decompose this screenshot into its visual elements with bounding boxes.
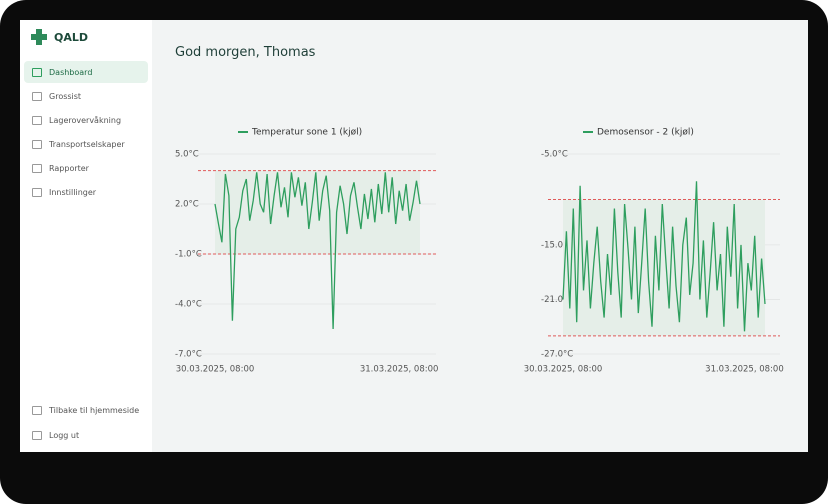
nav-icon	[32, 430, 42, 440]
nav-item[interactable]: Grossist	[24, 85, 148, 107]
nav-icon	[32, 405, 42, 415]
y-tick-label: -4.0°C	[175, 300, 202, 310]
x-tick-label: 31.03.2025, 08:00	[360, 365, 439, 375]
logo-text: QALD	[54, 30, 89, 44]
logo-icon	[31, 29, 47, 45]
x-tick-label: 30.03.2025, 08:00	[524, 365, 603, 375]
nav-label: Lagerovervåkning	[49, 115, 122, 125]
nav-item[interactable]: Lagerovervåkning	[24, 109, 148, 131]
nav-item[interactable]: Logg ut	[24, 424, 148, 446]
nav-icon	[32, 187, 42, 197]
nav-item[interactable]: Rapporter	[24, 157, 148, 179]
x-tick-label: 31.03.2025, 08:00	[705, 365, 784, 375]
nav-label: Transportselskaper	[49, 139, 125, 149]
nav-icon	[32, 67, 42, 77]
logo[interactable]: QALD	[30, 28, 88, 46]
nav-label: Innstillinger	[49, 187, 97, 197]
sidebar: QALD Dashboard Grossist Lagerovervåkning Tr…	[20, 20, 152, 452]
nav-icon	[32, 91, 42, 101]
y-tick-label: -7.0°C	[175, 350, 202, 360]
series-line	[214, 172, 421, 330]
nav-item[interactable]: Innstillinger	[24, 181, 148, 203]
nav-label: Dashboard	[49, 67, 93, 77]
series-line	[562, 181, 766, 332]
nav-label: Logg ut	[49, 430, 80, 440]
threshold-band	[563, 199, 765, 336]
y-tick-label: 2.0°C	[175, 200, 199, 210]
x-tick-label: 30.03.2025, 08:00	[176, 365, 255, 375]
y-tick-label: -27.0°C	[541, 350, 573, 360]
nav-icon	[32, 139, 42, 149]
y-tick-label: -15.0°C	[541, 240, 573, 250]
nav-icon	[32, 163, 42, 173]
y-tick-label: 5.0°C	[175, 150, 199, 160]
threshold-band	[215, 170, 420, 254]
nav-item[interactable]: Transportselskaper	[24, 133, 148, 155]
y-tick-label: -21.0°C	[541, 295, 573, 305]
screen: QALD Dashboard Grossist Lagerovervåkning Tr…	[20, 20, 808, 452]
y-tick-label: -5.0°C	[541, 150, 568, 160]
nav-item[interactable]: Tilbake til hjemmeside	[24, 399, 148, 421]
nav-label: Rapporter	[49, 163, 89, 173]
nav-item[interactable]: Dashboard	[24, 61, 148, 83]
y-tick-label: -1.0°C	[175, 250, 202, 260]
nav-icon	[32, 115, 42, 125]
legend-label: Demosensor - 2 (kjøl)	[597, 128, 694, 138]
nav-label: Tilbake til hjemmeside	[49, 405, 140, 415]
nav-label: Grossist	[49, 91, 82, 101]
legend-label: Temperatur sone 1 (kjøl)	[251, 128, 362, 138]
greeting: God morgen, Thomas	[175, 45, 316, 60]
